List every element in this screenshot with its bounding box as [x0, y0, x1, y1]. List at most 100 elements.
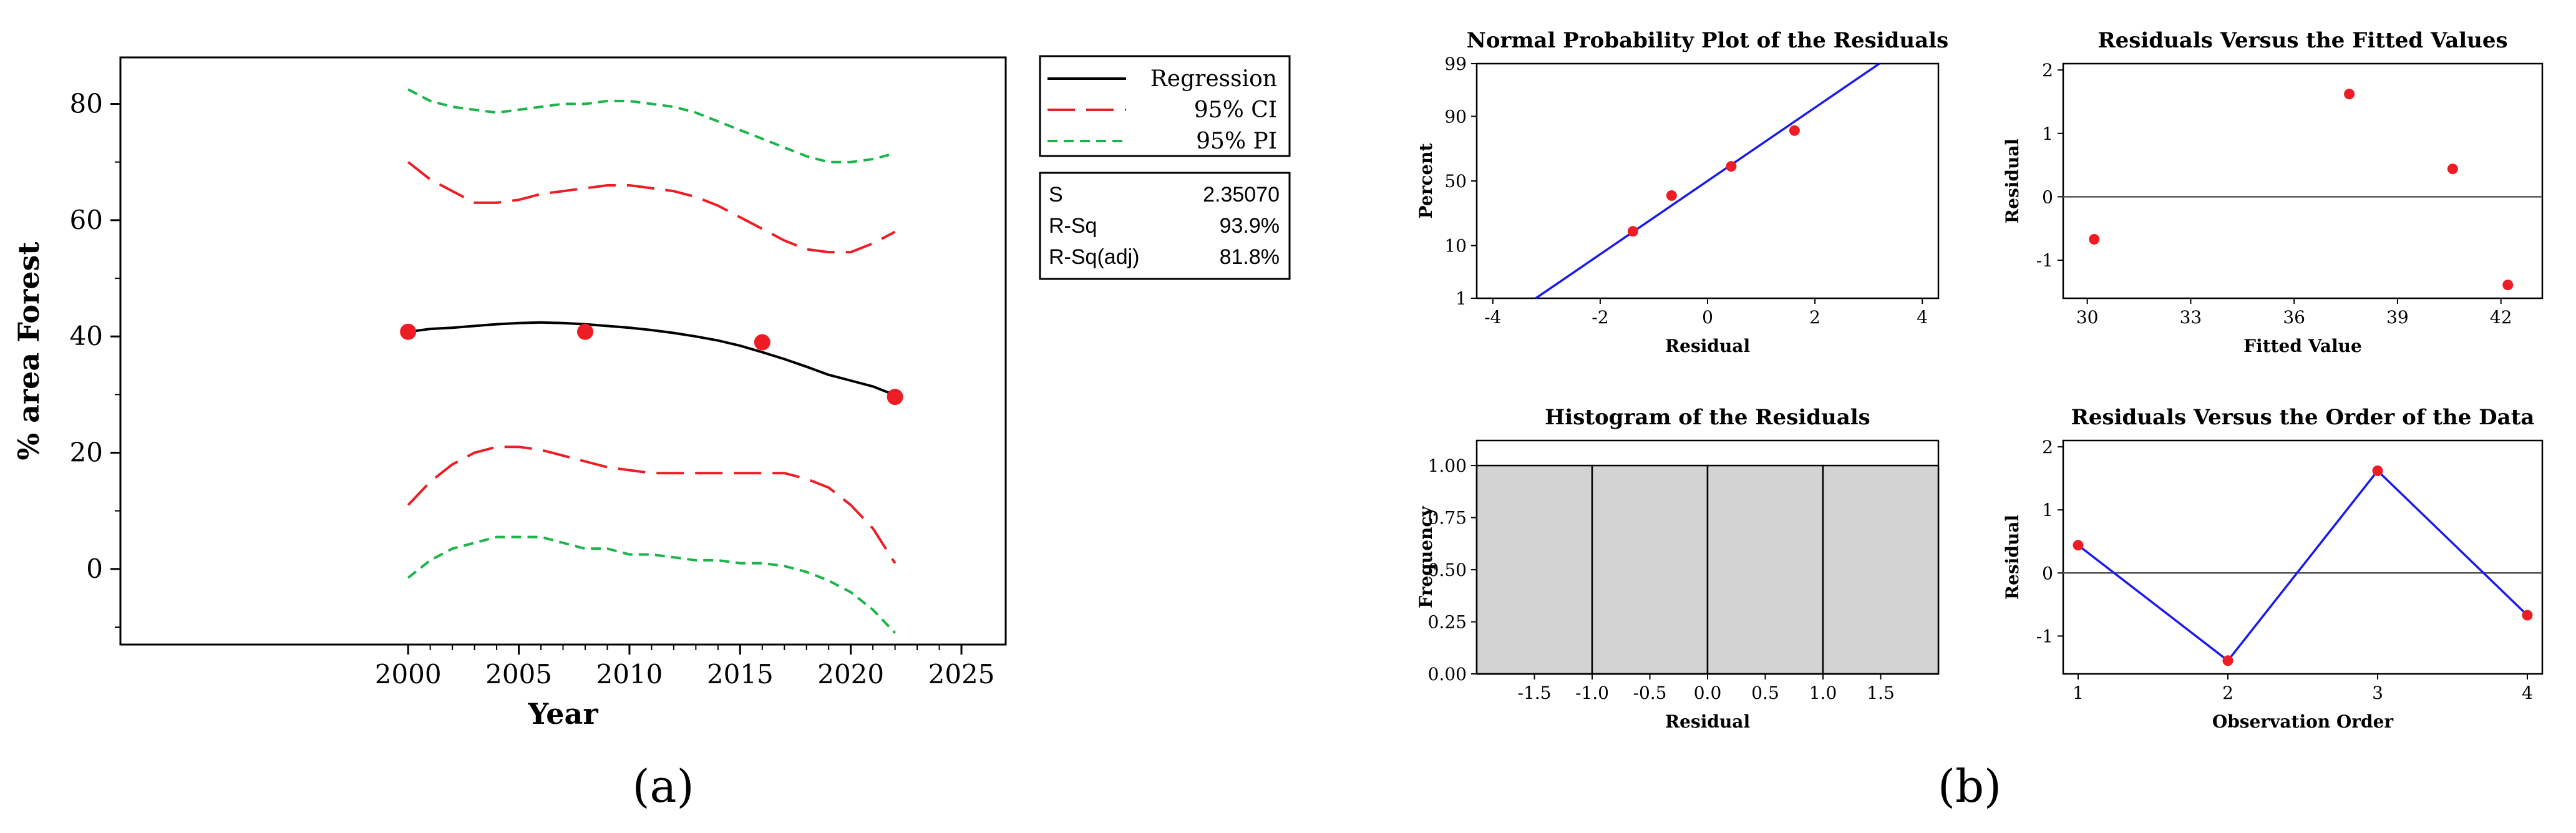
x-tick-label-b4: 2 — [2222, 683, 2233, 703]
x-tick-label-b4: 4 — [2522, 683, 2533, 703]
y-tick-label-b2: 0 — [2042, 187, 2053, 207]
data-point-b4 — [2522, 610, 2533, 621]
data-point-a — [400, 323, 417, 340]
histogram-bar — [1475, 464, 1593, 675]
stat-value: 81.8% — [1220, 245, 1280, 269]
stat-value: 2.35070 — [1203, 183, 1280, 207]
x-tick-label-a: 2000 — [375, 659, 442, 689]
y-tick-label-a: 0 — [86, 553, 103, 584]
y-axis-label-b2: Residual — [2002, 139, 2023, 223]
data-point-b1 — [1627, 226, 1638, 237]
chart-title-b3: Histogram of the Residuals — [1545, 405, 1870, 430]
y-tick-label-b4: 1 — [2042, 500, 2053, 520]
y-tick-label-b1: 1 — [1456, 288, 1467, 309]
y-axis-label-a: % area Forest — [12, 241, 46, 460]
y-tick-label-b2: -1 — [2036, 250, 2053, 271]
legend-label-ci: 95% CI — [1194, 97, 1277, 123]
y-tick-label-b1: 90 — [1444, 106, 1467, 127]
y-tick-label-b3: 0.75 — [1428, 508, 1467, 529]
y-axis-label-b1: Percent — [1416, 143, 1436, 218]
panel-label-a: (a) — [632, 760, 694, 812]
x-tick-label-b3: -1.0 — [1575, 683, 1609, 703]
y-tick-label-b4: 2 — [2042, 437, 2053, 457]
x-axis-label-a: Year — [527, 697, 598, 731]
x-tick-label-b3: -0.5 — [1633, 683, 1667, 703]
histogram-bar — [1822, 464, 1940, 675]
x-axis-label-b1: Residual — [1665, 336, 1750, 356]
y-tick-label-b3: 1.00 — [1428, 455, 1467, 476]
y-tick-label-b1: 10 — [1444, 236, 1467, 256]
data-point-b2 — [2344, 89, 2355, 100]
x-tick-label-b3: -1.5 — [1518, 683, 1552, 703]
series-line-b4 — [2077, 469, 2529, 663]
y-tick-label-b4: -1 — [2036, 626, 2053, 646]
chart-title-b2: Residuals Versus the Fitted Values — [2097, 28, 2507, 53]
data-point-b4 — [2372, 465, 2383, 477]
data-point-b2 — [2502, 280, 2514, 291]
x-tick-label-a: 2025 — [928, 659, 995, 689]
y-tick-label-a: 40 — [70, 321, 103, 351]
y-tick-label-a: 20 — [70, 437, 103, 468]
y-tick-label-b3: 0.25 — [1428, 612, 1467, 633]
x-tick-label-b2: 39 — [2386, 307, 2409, 328]
x-tick-label-b4: 3 — [2372, 683, 2383, 703]
x-tick-label-b4: 1 — [2073, 683, 2084, 703]
x-tick-label-b2: 36 — [2283, 307, 2305, 328]
x-tick-label-a: 2005 — [485, 659, 552, 689]
y-axis-label-b4: Residual — [2002, 515, 2023, 600]
data-point-b1 — [1726, 161, 1737, 172]
data-point-b2 — [2447, 163, 2458, 175]
data-point-a — [754, 334, 770, 351]
x-tick-label-b1: -4 — [1484, 307, 1501, 328]
x-axis-label-b3: Residual — [1665, 711, 1750, 732]
series-line-pi-3 — [407, 88, 896, 163]
chart-title-b4: Residuals Versus the Order of the Data — [2071, 405, 2535, 430]
x-tick-label-b2: 33 — [2180, 307, 2202, 328]
plot-frame-b4 — [2062, 439, 2544, 675]
x-tick-label-b2: 42 — [2490, 307, 2512, 328]
x-tick-label-b3: 1.0 — [1809, 683, 1837, 703]
x-tick-label-b1: -2 — [1592, 307, 1608, 328]
y-axis-label-b3: Frequency — [1416, 506, 1436, 608]
stat-label: R-Sq(adj) — [1049, 245, 1139, 269]
x-axis-label-b4: Observation Order — [2212, 711, 2394, 732]
fit-line-b1 — [1535, 62, 1880, 300]
y-tick-label-b2: 1 — [2042, 124, 2053, 144]
y-tick-label-b3: 0.50 — [1428, 560, 1467, 580]
y-tick-label-b3: 0.00 — [1428, 664, 1467, 684]
x-tick-label-b3: 0.0 — [1694, 683, 1722, 703]
x-tick-label-a: 2020 — [817, 659, 884, 689]
x-tick-label-b1: 2 — [1809, 307, 1820, 328]
x-tick-label-b3: 0.5 — [1751, 683, 1779, 703]
x-tick-label-b1: 4 — [1917, 307, 1928, 328]
panel-label-b: (b) — [1938, 760, 2001, 812]
histogram-bar — [1706, 464, 1824, 675]
data-point-b1 — [1789, 125, 1800, 136]
x-tick-label-a: 2015 — [707, 659, 774, 689]
histogram-bar — [1591, 464, 1709, 675]
y-tick-label-a: 60 — [70, 205, 103, 235]
y-tick-label-b4: 0 — [2042, 563, 2053, 583]
plot-frame-b2 — [2062, 62, 2544, 300]
stat-label: S — [1049, 183, 1063, 207]
x-axis-label-b2: Fitted Value — [2243, 336, 2362, 356]
y-tick-label-b1: 99 — [1444, 54, 1467, 74]
x-tick-label-a: 2010 — [596, 659, 663, 689]
y-tick-label-b1: 50 — [1444, 171, 1467, 192]
y-tick-label-a: 80 — [70, 89, 103, 119]
chart-title-b1: Normal Probability Plot of the Residuals — [1467, 28, 1948, 53]
legend-box — [1039, 55, 1291, 157]
stat-value: 93.9% — [1220, 214, 1280, 238]
data-point-a — [887, 389, 903, 406]
y-tick-label-b2: 2 — [2042, 60, 2053, 80]
series-line-regression-0 — [407, 321, 896, 397]
data-point-b4 — [2073, 540, 2084, 551]
data-point-b4 — [2222, 655, 2233, 666]
series-line-ci-2 — [407, 446, 897, 564]
data-point-b1 — [1666, 190, 1677, 201]
data-point-b2 — [2089, 233, 2100, 245]
legend-label-regression: Regression — [1150, 66, 1277, 92]
legend-label-pi: 95% PI — [1196, 129, 1277, 154]
x-tick-label-b3: 1.5 — [1867, 683, 1895, 703]
